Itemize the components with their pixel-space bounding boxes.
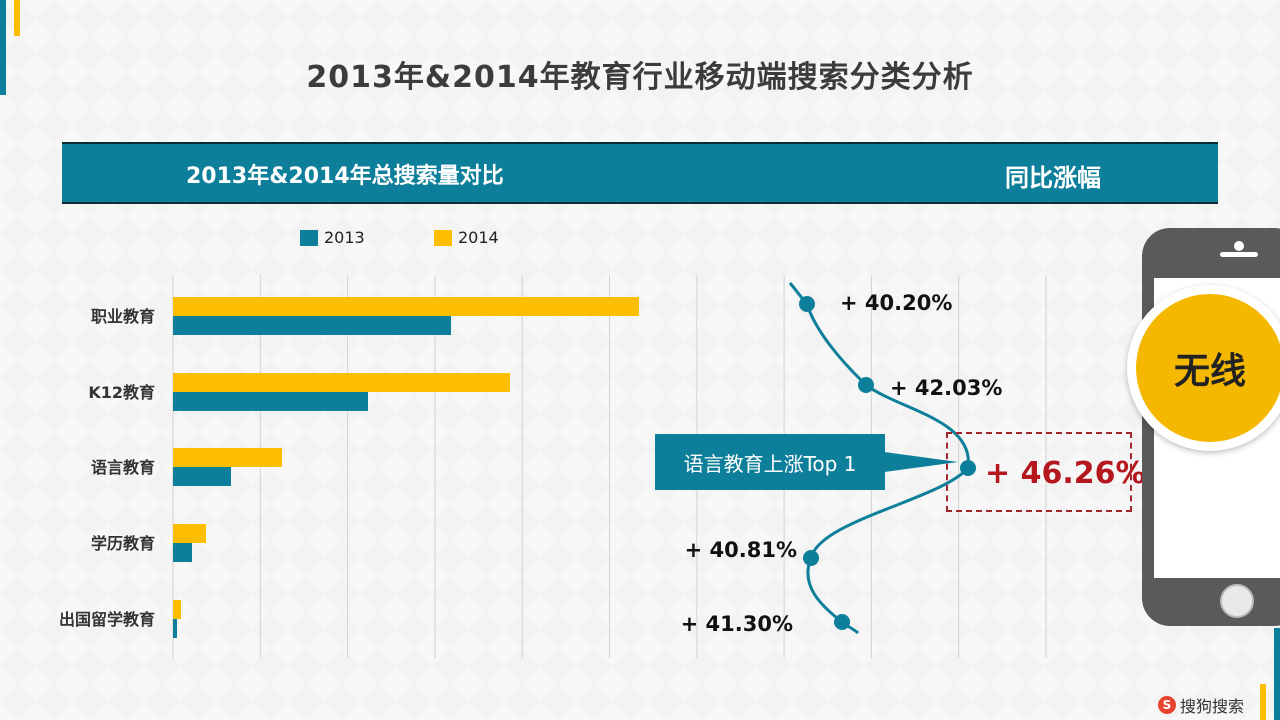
accent-bar-top: [14, 0, 20, 36]
category-label: 学历教育: [91, 534, 155, 553]
phone-home-button-icon: [1220, 584, 1254, 618]
legend-swatch-2013: [300, 229, 318, 246]
banner-chart-title: 2013年&2014年总搜索量对比: [186, 164, 504, 189]
growth-label: + 40.20%: [840, 291, 952, 315]
growth-label: + 42.03%: [890, 376, 1002, 400]
bar-2013: [173, 316, 451, 335]
legend-item-2013: 2013: [300, 228, 365, 247]
bar-2013: [173, 619, 177, 638]
legend-swatch-2014: [434, 229, 452, 246]
bar-2013: [173, 392, 368, 411]
bar-2014: [173, 297, 639, 316]
callout-box: 语言教育上涨Top 1: [655, 434, 885, 490]
growth-point: [858, 377, 874, 393]
legend-label-2014: 2014: [458, 228, 499, 247]
callout-pointer: [884, 452, 958, 472]
sogou-logo-icon: S: [1158, 696, 1176, 714]
legend-item-2014: 2014: [434, 228, 499, 247]
top-growth-highlight: [946, 432, 1132, 512]
phone-speaker-icon: [1220, 252, 1258, 257]
legend-label-2013: 2013: [324, 228, 365, 247]
growth-label: + 41.30%: [681, 612, 793, 636]
phone-camera-icon: [1234, 241, 1244, 251]
accent-bar-top-left: [0, 0, 6, 95]
sogou-logo-text: 搜狗搜索: [1180, 697, 1245, 716]
growth-point: [803, 550, 819, 566]
growth-point: [834, 614, 850, 630]
header-banner: 2013年&2014年总搜索量对比 同比涨幅: [62, 142, 1218, 204]
accent-bar-bottom: [1260, 684, 1266, 720]
bar-2014: [173, 448, 282, 467]
category-label: K12教育: [88, 383, 155, 402]
growth-label-top: + 46.26%: [985, 456, 1146, 491]
category-label: 语言教育: [91, 458, 155, 477]
category-label: 出国留学教育: [59, 610, 155, 629]
category-label: 职业教育: [91, 307, 155, 326]
bar-2013: [173, 467, 231, 486]
bar-2014: [173, 524, 206, 543]
growth-label: + 40.81%: [685, 538, 797, 562]
page-title: 2013年&2014年教育行业移动端搜索分类分析: [306, 60, 974, 95]
wireless-badge: 无线: [1127, 285, 1280, 451]
sogou-logo: S 搜狗搜索: [1158, 693, 1244, 717]
banner-growth-title: 同比涨幅: [1005, 164, 1101, 192]
bar-2014: [173, 600, 181, 619]
growth-point: [799, 296, 815, 312]
growth-point: [960, 460, 976, 476]
bar-2013: [173, 543, 192, 562]
accent-bar-bottom-right: [1274, 628, 1280, 720]
bar-2014: [173, 373, 510, 392]
wireless-badge-label: 无线: [1173, 351, 1246, 392]
